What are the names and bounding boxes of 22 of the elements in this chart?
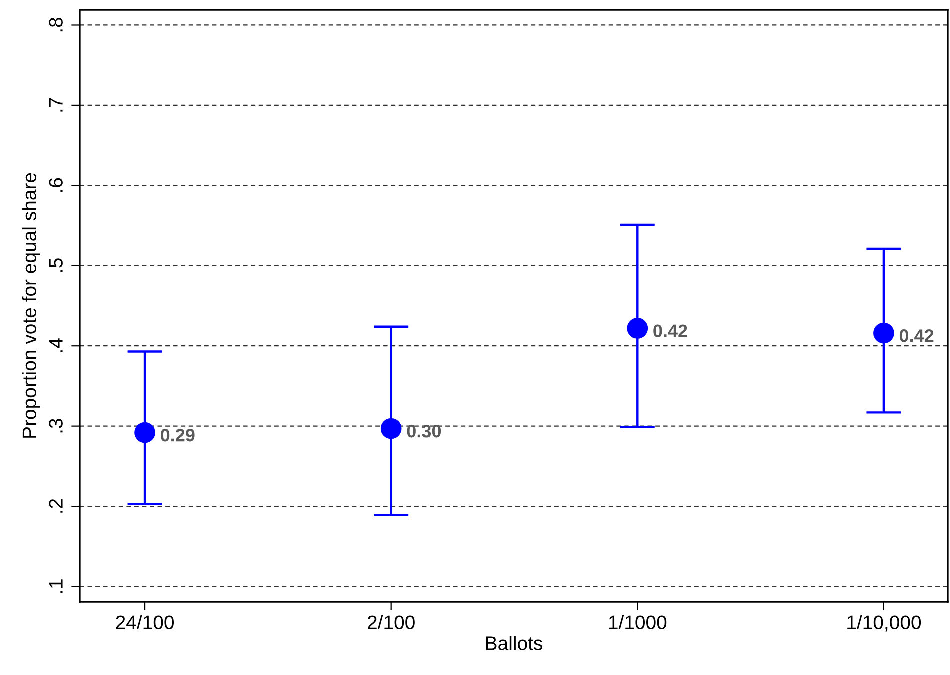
y-tick-label: .4 <box>49 338 63 352</box>
y-tick-label: .1 <box>49 580 63 594</box>
y-tick-label: .6 <box>49 178 63 192</box>
y-tick-label: .7 <box>49 98 63 112</box>
data-label: 0.42 <box>900 330 934 342</box>
y-tick-label: .5 <box>49 258 63 272</box>
y-tick-label: .3 <box>49 419 63 433</box>
y-tick-label: .8 <box>49 18 63 32</box>
y-tick-label: .2 <box>49 499 63 513</box>
point <box>134 422 156 444</box>
point <box>380 418 402 440</box>
point <box>874 322 894 344</box>
x-tick-label: 1/10,000 <box>848 615 922 632</box>
x-tick-label: 2/100 <box>368 615 415 630</box>
data-label: 0.42 <box>654 324 688 338</box>
data-label: 0.30 <box>407 424 442 438</box>
x-axis-title: Ballots <box>486 636 542 650</box>
y-axis-title: Proportion vote for equal share <box>22 173 40 438</box>
data-label: 0.29 <box>161 428 195 442</box>
point <box>627 318 648 339</box>
x-tick-label: 24/100 <box>116 615 174 630</box>
x-tick-label: 1/1000 <box>609 615 667 630</box>
